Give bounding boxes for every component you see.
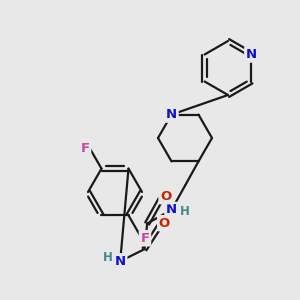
Text: H: H	[103, 251, 113, 264]
Text: N: N	[166, 203, 177, 217]
Text: F: F	[80, 142, 90, 155]
Text: F: F	[140, 232, 149, 245]
Text: O: O	[159, 217, 170, 230]
Text: N: N	[115, 255, 126, 268]
Text: N: N	[166, 108, 177, 121]
Text: H: H	[180, 206, 189, 218]
Text: O: O	[160, 190, 171, 203]
Text: N: N	[246, 48, 257, 61]
